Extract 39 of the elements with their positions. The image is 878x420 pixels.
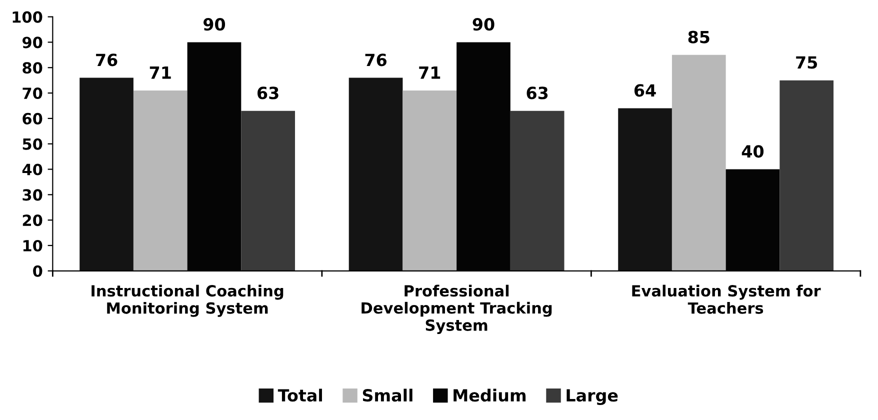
data-label: 71 (419, 66, 440, 79)
y-tick-label: 40 (22, 164, 42, 176)
bar (672, 54, 726, 271)
y-tick-label: 60 (22, 112, 42, 124)
y-tick-label: 50 (22, 138, 42, 150)
bar (80, 78, 134, 271)
x-tick-label: Evaluation System for Teachers (632, 284, 821, 314)
legend-label: Large (566, 389, 618, 405)
data-label: 76 (96, 54, 118, 66)
data-label: 90 (204, 18, 226, 31)
y-tick-label: 10 (23, 240, 42, 252)
y-tick-label: 20 (22, 214, 42, 226)
data-label: 75 (796, 56, 818, 69)
bar (402, 90, 457, 271)
data-label: 90 (472, 18, 494, 31)
data-label: 63 (258, 86, 278, 100)
legend-label: Total (278, 388, 322, 402)
y-tick-label: 70 (22, 87, 42, 100)
bar (510, 110, 564, 271)
y-tick-label: 80 (22, 62, 42, 74)
y-tick-label: 0 (33, 265, 42, 277)
x-tick-label: Professional Development Tracking System (362, 284, 552, 334)
data-label: 63 (526, 86, 548, 100)
y-tick-label: 100 (12, 11, 42, 23)
data-label: 76 (365, 54, 386, 66)
data-label: 71 (150, 66, 171, 79)
data-label: 40 (742, 145, 764, 158)
bar (780, 80, 834, 271)
bar (348, 78, 403, 271)
y-tick-label: 30 (22, 189, 42, 201)
legend-label: Small (362, 388, 412, 402)
data-label: 85 (688, 30, 710, 44)
x-tick-label: Instructional Coaching Monitoring System (92, 284, 284, 317)
bar (618, 108, 672, 271)
legend-label: Medium (454, 388, 526, 402)
bar (241, 110, 296, 271)
y-tick-label: 90 (22, 36, 42, 48)
bar (133, 90, 188, 271)
data-label: 64 (634, 84, 656, 97)
